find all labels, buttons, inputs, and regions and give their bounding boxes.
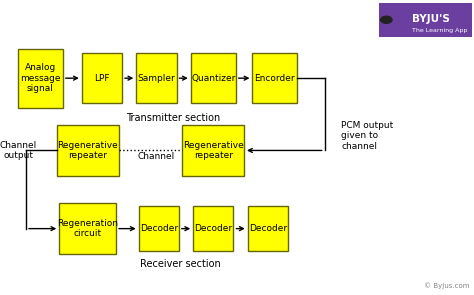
Text: LPF: LPF [94,74,109,83]
Circle shape [381,16,392,23]
Text: Receiver section: Receiver section [140,259,220,269]
Text: Analog
message
signal: Analog message signal [20,63,61,93]
Text: Encorder: Encorder [255,74,295,83]
Text: Channel: Channel [138,153,175,161]
Text: Regenerative
repeater: Regenerative repeater [57,141,118,160]
FancyBboxPatch shape [182,125,244,176]
Text: Regeneration
circuit: Regeneration circuit [57,219,118,238]
Text: Sampler: Sampler [137,74,175,83]
Text: Channel
output: Channel output [0,141,36,160]
Text: PCM output
given to
channel: PCM output given to channel [341,121,393,151]
Text: Decoder: Decoder [140,224,178,233]
FancyBboxPatch shape [193,206,233,251]
FancyBboxPatch shape [138,206,179,251]
FancyBboxPatch shape [379,3,472,37]
Text: Decoder: Decoder [194,224,232,233]
FancyBboxPatch shape [18,49,63,108]
Text: Regenerative
repeater: Regenerative repeater [183,141,244,160]
Text: Transmitter section: Transmitter section [126,113,220,123]
Text: The Learning App: The Learning App [412,29,468,33]
FancyBboxPatch shape [57,125,118,176]
FancyBboxPatch shape [191,53,236,103]
FancyBboxPatch shape [82,53,122,103]
FancyBboxPatch shape [59,203,116,254]
Text: Decoder: Decoder [249,224,287,233]
FancyBboxPatch shape [137,53,176,103]
Text: © Byjus.com: © Byjus.com [424,282,469,289]
Text: BYJU'S: BYJU'S [412,14,450,24]
FancyBboxPatch shape [247,206,288,251]
FancyBboxPatch shape [252,53,298,103]
Text: Quantizer: Quantizer [191,74,236,83]
